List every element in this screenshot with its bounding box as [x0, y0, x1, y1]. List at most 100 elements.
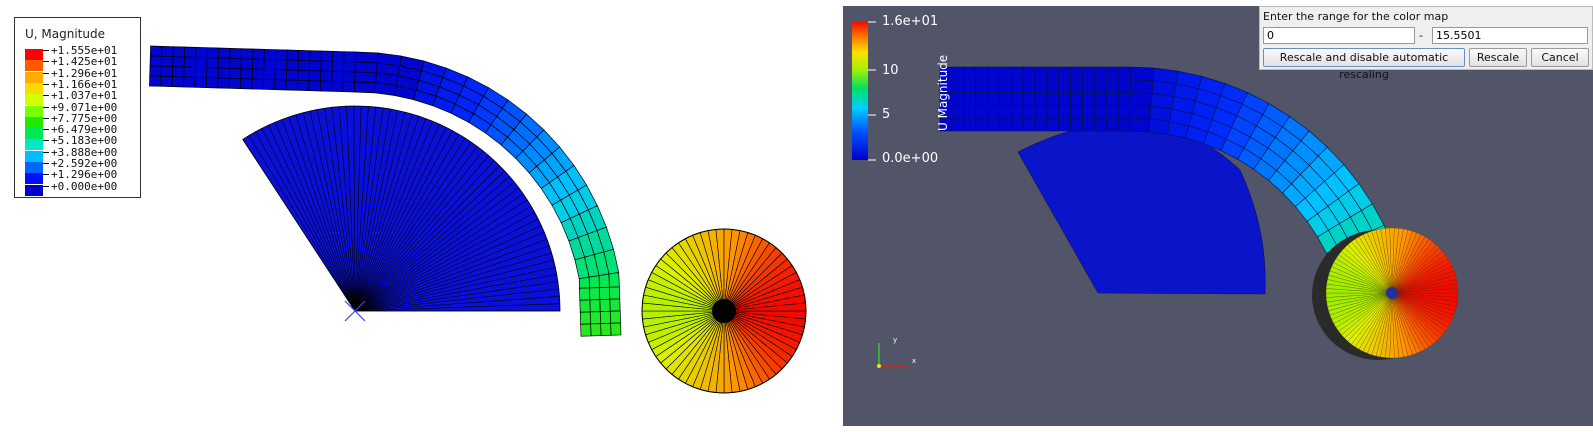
fan-edge: [354, 109, 391, 312]
fan-edge: [354, 127, 447, 312]
disk-element: [1391, 288, 1459, 294]
beam-element: [240, 78, 253, 90]
beam-element: [609, 310, 621, 324]
beam-element: [578, 276, 590, 289]
right-viewport[interactable]: [843, 6, 1593, 426]
range-min-input[interactable]: [1263, 27, 1415, 44]
legend-label: +9.071e+00: [51, 100, 118, 114]
beam-element: [1022, 117, 1036, 132]
beam-element: [308, 80, 321, 92]
beam-element: [172, 46, 186, 58]
beam-element: [274, 79, 287, 91]
beam-element: [1082, 92, 1095, 106]
fan-edge: [354, 142, 472, 312]
beam-element: [579, 311, 591, 325]
beam-element: [195, 56, 208, 69]
disk-element: [1326, 292, 1393, 307]
disk-element: [1391, 292, 1456, 316]
legend-label: +1.555e+01: [51, 44, 118, 57]
beam-element: [1070, 92, 1083, 106]
beam-element: [1105, 105, 1119, 119]
legend-swatch: [25, 71, 43, 83]
beam-element: [1010, 117, 1024, 132]
fan-edge: [354, 130, 453, 312]
beam-element: [999, 66, 1012, 81]
beam-element: [161, 55, 174, 68]
beam-element: [999, 92, 1012, 106]
legend-tick: [43, 163, 49, 164]
beam-element: [1022, 92, 1036, 106]
beam-element: [331, 70, 344, 83]
beam-element: [149, 55, 163, 67]
beam-element: [1058, 117, 1071, 132]
beam-element: [1117, 92, 1131, 106]
disk-element: [1391, 236, 1430, 294]
rescale-button[interactable]: Rescale: [1469, 48, 1527, 67]
beam-element: [149, 65, 162, 77]
legend-label: +7.775e+00: [51, 111, 118, 125]
fan-edge: [274, 122, 356, 312]
beam-element: [1105, 79, 1119, 93]
rescale-disable-auto-button[interactable]: Rescale and disable automatic rescaling: [1263, 48, 1465, 81]
beam-element: [987, 92, 1000, 106]
disk-element: [1391, 232, 1422, 294]
legend-label: +0.000e+00: [51, 179, 118, 193]
legend: U, Magnitude +1.555e+01 +1.425e+01 +1.296e…: [14, 17, 141, 198]
beam-element: [975, 117, 988, 132]
range-separator: -: [1419, 29, 1423, 42]
beam-element: [218, 47, 231, 59]
beam-element: [963, 117, 976, 132]
range-max-input[interactable]: [1432, 27, 1588, 44]
beam-element: [309, 60, 322, 72]
legend-tick: [43, 174, 49, 176]
beam-element: [609, 286, 621, 300]
fan-edge: [295, 114, 356, 312]
beam-element: [297, 49, 311, 62]
fan-edge: [354, 238, 548, 312]
beam-element: [320, 50, 334, 62]
beam-element: [354, 61, 378, 74]
fan-edge: [354, 146, 478, 312]
beam-element: [580, 323, 592, 337]
beam-element: [1058, 79, 1071, 93]
fan-edge: [354, 218, 539, 312]
beam-element: [286, 69, 299, 81]
beam-element: [1070, 105, 1083, 119]
beam-element: [194, 76, 208, 89]
beam-element: [1046, 117, 1060, 132]
disk-element: [1391, 244, 1440, 294]
beam-element: [355, 51, 379, 64]
legend-swatch: [25, 150, 43, 162]
cancel-button[interactable]: Cancel: [1531, 48, 1589, 67]
legend-swatch: [25, 173, 43, 185]
beam-element: [999, 79, 1012, 93]
fan-edge: [354, 288, 559, 312]
beam-element: [1010, 92, 1024, 106]
fan-edge: [255, 131, 356, 312]
beam-element: [1105, 66, 1119, 81]
fan-edge: [354, 118, 427, 312]
beam-element: [285, 79, 299, 91]
beam-element: [297, 59, 311, 72]
beam-element: [951, 79, 965, 93]
beam-element: [354, 71, 377, 84]
beam-element: [252, 58, 265, 70]
beam-element: [183, 56, 197, 68]
fan-edge: [324, 108, 356, 312]
disk-element: [1335, 254, 1393, 294]
disk-element: [1391, 292, 1455, 320]
beam-element: [951, 66, 965, 81]
left-viewport: U, Magnitude +1.555e+01 +1.425e+01 +1.296e…: [14, 17, 807, 394]
beam-element: [579, 299, 591, 313]
beam-element: [963, 92, 976, 106]
disk-outline: [641, 228, 807, 394]
disk-element: [1366, 230, 1393, 294]
fan-edge: [354, 110, 398, 312]
fan-edge: [354, 137, 466, 312]
beam-element: [1094, 117, 1107, 132]
beam-element: [1058, 66, 1071, 81]
legend-tick: [43, 106, 49, 108]
disk-element: [1391, 292, 1404, 358]
disk-element: [1380, 228, 1393, 294]
beam-element: [308, 70, 322, 82]
